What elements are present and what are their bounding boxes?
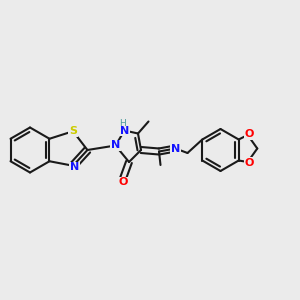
Text: O: O xyxy=(118,177,128,187)
Text: O: O xyxy=(244,129,254,140)
Text: N: N xyxy=(70,162,79,172)
Text: S: S xyxy=(69,126,77,136)
Text: N: N xyxy=(120,125,129,136)
Text: N: N xyxy=(171,143,180,154)
Text: N: N xyxy=(111,140,120,151)
Text: O: O xyxy=(244,158,254,168)
Text: H: H xyxy=(119,119,125,128)
